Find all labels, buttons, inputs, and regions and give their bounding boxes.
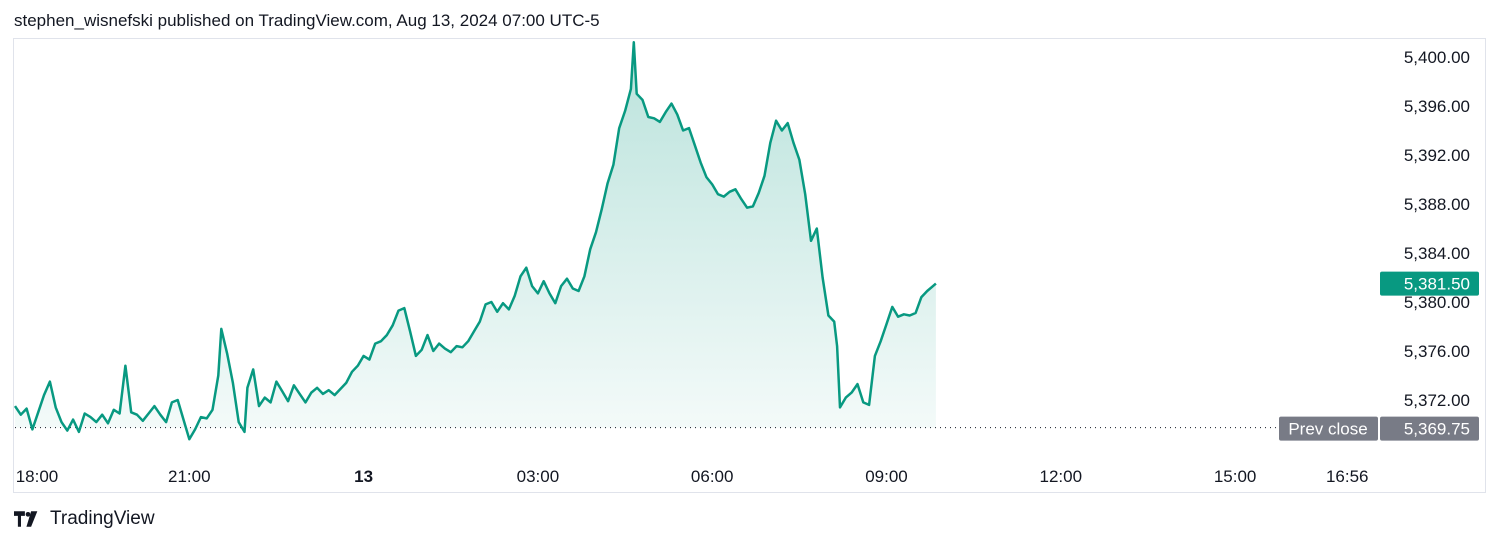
x-tick-label: 12:00	[1040, 467, 1083, 486]
tradingview-logo-icon	[14, 511, 38, 527]
x-tick-label: 13	[354, 467, 373, 486]
x-tick-label: 16:56	[1326, 467, 1369, 486]
y-tick-label: 5,400.00	[1404, 48, 1470, 67]
price-area-fill	[15, 42, 936, 440]
prev-close-badge	[1279, 416, 1378, 441]
chart-frame[interactable]	[13, 38, 1486, 493]
x-tick-label: 03:00	[517, 467, 560, 486]
y-tick-label: 5,380.00	[1404, 293, 1470, 312]
prev-close-value-badge	[1380, 416, 1479, 441]
x-tick-label: 21:00	[168, 467, 211, 486]
x-tick-label: 15:00	[1214, 467, 1257, 486]
y-tick-label: 5,372.00	[1404, 391, 1470, 410]
x-tick-label: 06:00	[691, 467, 734, 486]
last-price-label: 5,381.50	[1404, 275, 1470, 294]
x-tick-label: 18:00	[16, 467, 59, 486]
y-tick-label: 5,392.00	[1404, 146, 1470, 165]
last-price-badge	[1380, 271, 1479, 296]
x-tick-label: 09:00	[865, 467, 908, 486]
y-tick-label: 5,384.00	[1404, 244, 1470, 263]
y-tick-label: 5,396.00	[1404, 97, 1470, 116]
attribution-header: stephen_wisnefski published on TradingVi…	[14, 11, 600, 30]
footer-branding[interactable]: TradingView	[14, 508, 155, 530]
price-line	[13, 41, 937, 441]
brand-name: TradingView	[50, 508, 155, 529]
y-tick-label: 5,376.00	[1404, 342, 1470, 361]
prev-close-label: Prev close	[1288, 420, 1367, 439]
prev-close-value: 5,369.75	[1404, 420, 1470, 439]
y-tick-label: 5,388.00	[1404, 195, 1470, 214]
